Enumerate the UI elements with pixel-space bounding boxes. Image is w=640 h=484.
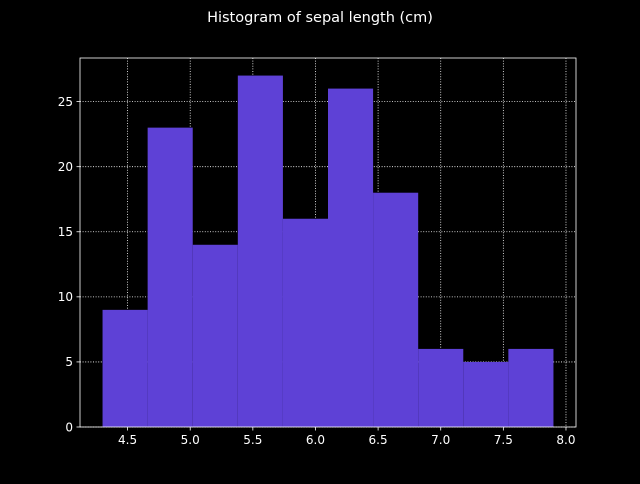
y-tick-label-2: 10 xyxy=(58,290,73,304)
y-tick-label-4: 20 xyxy=(58,160,73,174)
x-tick-label-2: 5.5 xyxy=(243,433,262,447)
histogram-bar-1 xyxy=(147,127,193,427)
histogram-bar-5 xyxy=(328,88,374,427)
axes-layer: 4.5 5.0 5.5 6.0 6.5 7.0 7.5 8.0 0 5 10 15 20 25 xyxy=(58,57,577,447)
x-tick-label-1: 5.0 xyxy=(181,433,200,447)
x-tick-label-3: 6.0 xyxy=(306,433,325,447)
x-tick-label-6: 7.5 xyxy=(494,433,513,447)
y-tick-label-3: 15 xyxy=(58,225,73,239)
histogram-bar-7 xyxy=(418,348,464,427)
y-tick-label-1: 5 xyxy=(65,355,73,369)
x-tick-label-0: 4.5 xyxy=(118,433,137,447)
histogram-bar-3 xyxy=(237,75,283,428)
x-tick-label-7: 8.0 xyxy=(556,433,575,447)
histogram-bar-9 xyxy=(508,348,554,427)
histogram-bar-2 xyxy=(192,244,238,427)
histogram-bar-6 xyxy=(373,192,419,427)
axes-frame xyxy=(79,57,577,428)
y-tick-label-0: 0 xyxy=(65,420,73,434)
x-tick-label-5: 7.0 xyxy=(431,433,450,447)
histogram-bar-8 xyxy=(463,361,509,427)
y-tick-label-5: 25 xyxy=(58,95,73,109)
chart-title: Histogram of sepal length (cm) xyxy=(207,10,433,26)
histogram-bar-4 xyxy=(282,218,328,427)
x-tick-label-4: 6.5 xyxy=(369,433,388,447)
histogram-bar-0 xyxy=(102,309,148,427)
bars-layer xyxy=(102,75,554,428)
